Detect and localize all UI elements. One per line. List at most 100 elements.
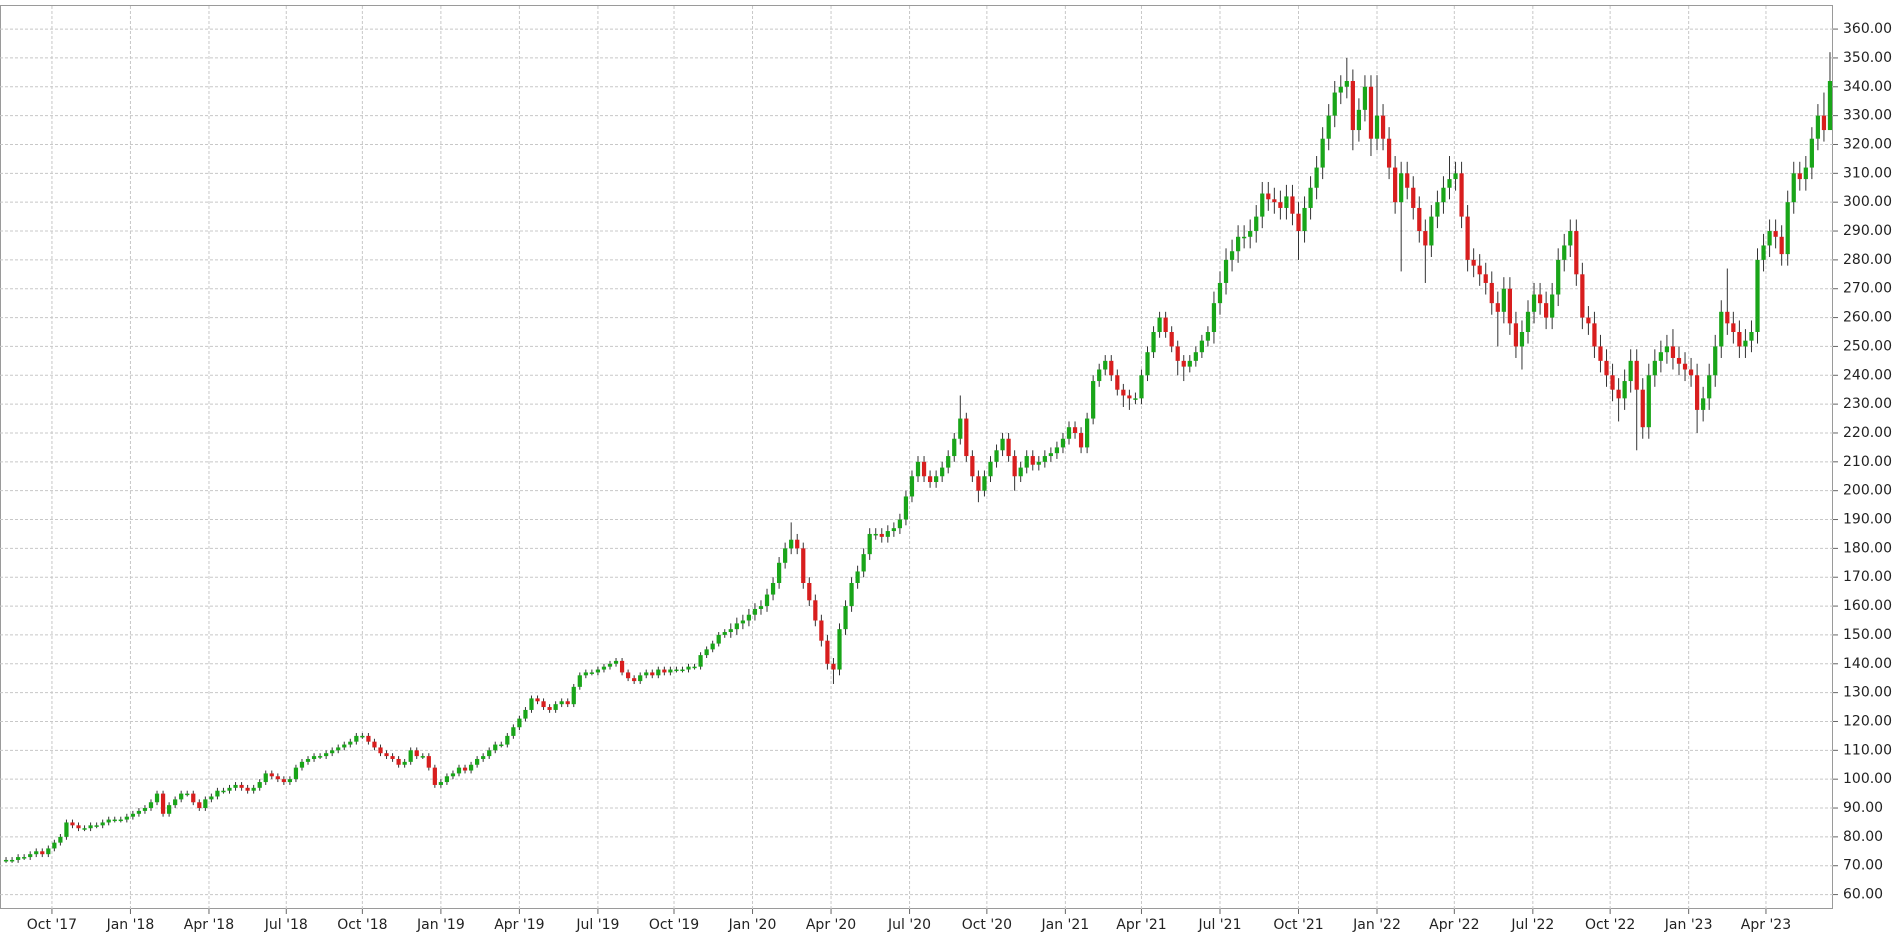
candle-body <box>1646 375 1651 428</box>
candle-body <box>269 773 274 777</box>
candle-body <box>1133 398 1138 400</box>
candle-body <box>1610 375 1615 390</box>
candle-body <box>257 782 262 788</box>
candle-body <box>1755 259 1760 333</box>
candle-body <box>396 758 401 765</box>
candle-body <box>1544 303 1549 318</box>
candle-body <box>1242 236 1247 239</box>
candle-body <box>994 450 999 462</box>
candle-body <box>819 620 824 641</box>
candle-body <box>499 744 504 747</box>
candle-body <box>1616 389 1621 399</box>
candle-body <box>1519 332 1525 347</box>
candle-body <box>523 709 528 719</box>
candle-body <box>638 675 643 682</box>
y-tick-label: 330.00 <box>1843 108 1892 124</box>
candle-body <box>807 582 812 601</box>
candle-body <box>1187 360 1192 367</box>
candle-body <box>861 554 866 572</box>
candle-body <box>16 857 21 860</box>
candle-body <box>468 764 474 771</box>
x-tick-label: Apr '21 <box>1116 917 1166 933</box>
candle-body <box>571 686 576 705</box>
candle-body <box>1664 346 1670 353</box>
x-tick-label: Oct '21 <box>1273 917 1323 933</box>
candle-body <box>1761 245 1766 260</box>
candle-body <box>1465 216 1470 260</box>
candle-body <box>22 857 27 859</box>
candle-body <box>233 784 238 788</box>
candle-body <box>1054 447 1060 454</box>
candle-body <box>921 461 927 477</box>
candle-body <box>662 669 667 673</box>
x-tick-label: Apr '20 <box>806 917 856 933</box>
y-tick-label: 130.00 <box>1843 685 1892 701</box>
candle-body <box>964 418 969 457</box>
candle-body <box>813 600 818 621</box>
candle-body <box>559 701 564 705</box>
candle-body <box>940 467 945 477</box>
candle-body <box>46 848 51 855</box>
candle-body <box>408 750 413 762</box>
candle-body <box>1791 173 1796 203</box>
candle-body <box>674 669 679 672</box>
candle-body <box>1405 173 1410 188</box>
candle-body <box>1694 375 1700 410</box>
candle-body <box>1417 207 1422 232</box>
candle-body <box>692 666 697 669</box>
candle-body <box>239 784 244 788</box>
candle-body <box>1580 274 1585 318</box>
candle-body <box>1658 352 1663 361</box>
y-tick-label: 60.00 <box>1843 887 1883 903</box>
candle-body <box>1574 231 1579 275</box>
candle-body <box>1604 360 1609 376</box>
candle-body <box>879 533 884 537</box>
candle-body <box>372 741 377 748</box>
candle-body <box>541 701 546 708</box>
candle-body <box>934 476 939 483</box>
candle-body <box>336 747 341 751</box>
candle-body <box>1489 282 1494 304</box>
y-tick-label: 150.00 <box>1843 627 1892 643</box>
candle-body <box>1368 86 1374 139</box>
candle-body <box>1139 375 1144 399</box>
candle-body <box>311 756 317 759</box>
candle-body <box>1302 207 1307 232</box>
candle-body <box>1423 231 1428 246</box>
x-tick-label: Jan '21 <box>1041 917 1090 933</box>
candle-body <box>136 810 142 814</box>
x-tick-label: Jan '19 <box>416 917 465 933</box>
candle-body <box>324 753 329 757</box>
candles <box>3 52 1833 863</box>
candle-body <box>698 655 703 667</box>
candle-body <box>1411 187 1416 208</box>
candle-body <box>1103 360 1108 370</box>
candle-body <box>1030 456 1035 465</box>
y-tick-label: 230.00 <box>1843 396 1892 412</box>
x-tick-label: Oct '22 <box>1585 917 1635 933</box>
candle-body <box>215 790 220 797</box>
y-tick-label: 270.00 <box>1843 281 1892 297</box>
candle-body <box>1767 231 1772 246</box>
candle-body <box>825 640 830 664</box>
candle-body <box>191 793 196 803</box>
candle-body <box>1537 294 1543 304</box>
candle-body <box>1332 92 1337 116</box>
candle-body <box>209 796 214 800</box>
candle-body <box>1078 432 1084 448</box>
candle-body <box>1827 81 1833 131</box>
candle-body <box>619 660 625 673</box>
candle-body <box>1266 193 1271 200</box>
candle-body <box>595 669 601 673</box>
candle-body <box>1725 311 1730 324</box>
candle-body <box>758 606 764 609</box>
candle-body <box>58 836 63 843</box>
candle-body <box>1284 196 1289 208</box>
candle-body <box>1278 202 1283 208</box>
candle-body <box>487 750 492 757</box>
candle-body <box>632 678 637 682</box>
candle-body <box>1525 311 1531 333</box>
candle-body <box>776 562 782 583</box>
x-tick-label: Jul '21 <box>1197 917 1241 933</box>
candle-body <box>1205 332 1211 341</box>
